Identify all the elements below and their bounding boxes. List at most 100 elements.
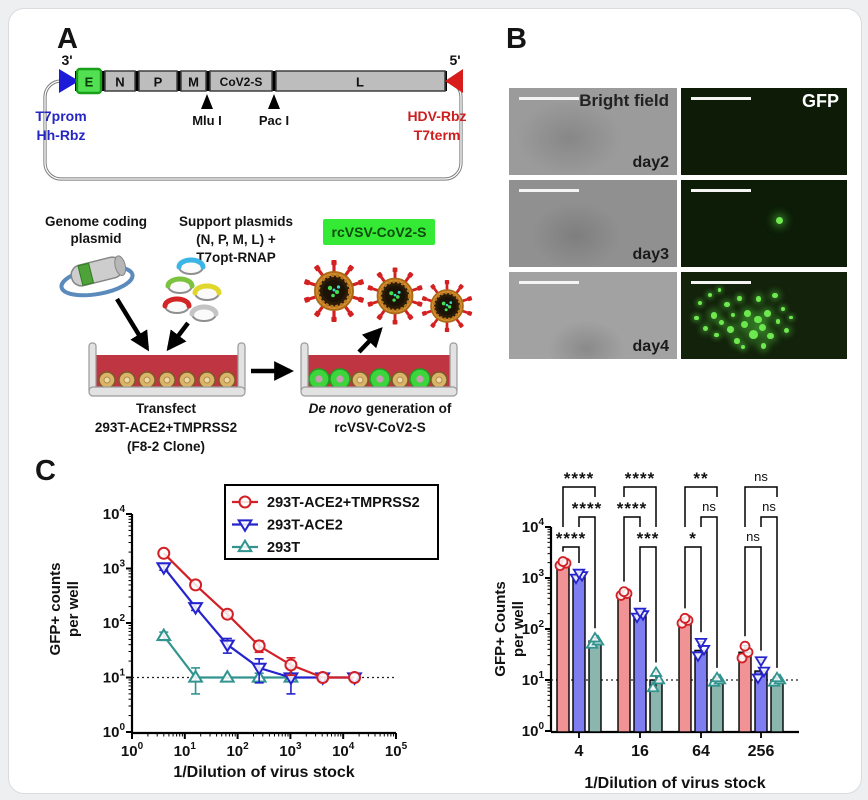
support-plasmids-label-1: Support plasmids	[179, 214, 293, 229]
brightfield-day3-image: day3	[509, 180, 677, 267]
support-plasmids-label-3: T7opt-RNAP	[196, 250, 276, 265]
svg-text:103: 103	[279, 741, 302, 760]
brightfield-day2-image: Bright field day2	[509, 88, 677, 175]
product-badge-label: rcVSV-CoV2-S	[332, 224, 427, 240]
svg-text:GFP+ Counts: GFP+ Counts	[492, 581, 509, 676]
svg-text:16: 16	[631, 743, 649, 760]
rescue-dish	[300, 342, 458, 397]
genome-construct: E N P M CoV2-S L 3' 5' Mlu I Pac I T7pro…	[35, 52, 466, 143]
three-prime-label: 3'	[61, 52, 72, 68]
product-badge	[323, 219, 435, 245]
svg-text:104: 104	[522, 517, 545, 536]
gene-box-p	[138, 70, 178, 92]
svg-text:104: 104	[332, 741, 355, 760]
svg-text:per well: per well	[65, 581, 82, 637]
gfp-cell-dot	[760, 343, 767, 349]
plasmid-backbone	[43, 79, 463, 181]
hhrbz-label: Hh-Rbz	[37, 127, 86, 143]
svg-text:105: 105	[385, 741, 408, 760]
mlu-site-label: Mlu I	[192, 113, 222, 128]
gfp-cell-dot	[694, 315, 699, 320]
scale-bar	[691, 281, 751, 284]
panel-a-label: A	[57, 23, 78, 55]
workflow-arrows	[115, 297, 383, 381]
bars	[554, 556, 787, 733]
scale-bar	[691, 189, 751, 192]
terminator-arrow-icon	[445, 69, 463, 93]
gene-label-l: L	[356, 75, 364, 90]
svg-text:****: ****	[625, 469, 655, 488]
svg-text:103: 103	[522, 568, 545, 587]
gene-box-l	[275, 70, 446, 92]
svg-text:***: ***	[637, 529, 660, 548]
svg-text:ns: ns	[754, 469, 768, 484]
transfect-label-3: (F8-2 Clone)	[127, 439, 205, 454]
workflow-labels: Genome coding plasmid Support plasmids (…	[45, 214, 452, 454]
t7prom-label: T7prom	[35, 108, 86, 124]
support-plasmids-icon	[162, 257, 222, 322]
svg-text:102: 102	[103, 613, 126, 632]
gfp-cell-dot	[697, 300, 702, 306]
svg-text:ns: ns	[702, 499, 716, 514]
svg-text:4: 4	[575, 743, 584, 760]
svg-text:****: ****	[572, 499, 602, 518]
gfp-cell-dot	[717, 287, 722, 292]
gfp-cell-dot	[788, 315, 793, 320]
gfp-day4-image	[681, 272, 847, 359]
gfp-cell-dot	[730, 312, 736, 318]
denovo-label-1: De novo generation of	[309, 401, 452, 416]
svg-text:ns: ns	[746, 529, 760, 544]
svg-text:**: **	[693, 469, 708, 488]
denovo-italic: De novo	[309, 401, 362, 416]
gfp-cell-dot	[724, 301, 730, 308]
brightfield-day4-image: day4	[509, 272, 677, 359]
day3-label: day3	[632, 246, 669, 263]
svg-text:1/Dilution of virus stock: 1/Dilution of virus stock	[584, 775, 765, 792]
gfp-day2-image: GFP	[681, 88, 847, 175]
gene-box-e	[75, 67, 103, 95]
gfp-cell-dot	[737, 296, 742, 301]
gfp-cell-dot	[734, 338, 740, 344]
mlu-site-marker-icon	[201, 94, 213, 109]
pac-site-marker-icon	[268, 94, 280, 109]
svg-text:****: ****	[564, 469, 594, 488]
denovo-label-2: rcVSV-CoV2-S	[334, 420, 426, 435]
gene-label-e: E	[85, 75, 94, 90]
gfp-cell-dot	[727, 325, 735, 333]
gfp-cell-dot	[755, 296, 762, 302]
svg-text:102: 102	[226, 741, 249, 760]
legend: 293T-ACE2+TMPRSS2 293T-ACE2 293T	[224, 484, 439, 560]
gfp-cell-dot	[707, 292, 712, 298]
svg-text:101: 101	[103, 668, 126, 687]
svg-text:100: 100	[522, 721, 545, 740]
svg-text:GFP+ counts: GFP+ counts	[47, 563, 64, 656]
gfp-day3-image	[681, 180, 847, 267]
day4-label: day4	[632, 338, 669, 355]
transfection-dish	[88, 342, 246, 397]
svg-text:100: 100	[121, 741, 144, 760]
figure-card: A E	[8, 8, 862, 794]
gene-box-m	[180, 70, 207, 92]
gfp-cell-dot	[772, 292, 778, 299]
svg-text:****: ****	[617, 499, 647, 518]
five-prime-label: 5'	[449, 52, 460, 68]
gfp-cell-dot	[719, 319, 724, 325]
gfp-cell-dot	[740, 345, 746, 350]
gfp-cell-dot	[780, 306, 785, 312]
svg-text:104: 104	[103, 504, 126, 523]
gene-box-n	[104, 70, 136, 92]
svg-text:100: 100	[103, 722, 126, 741]
svg-text:****: ****	[556, 529, 586, 548]
gene-label-n: N	[115, 75, 124, 90]
t7term-label: T7term	[414, 127, 461, 143]
genome-plasmid-label-1: Genome coding	[45, 214, 147, 229]
panel-c-label: C	[35, 455, 56, 487]
genome-plasmid-label-2: plasmid	[70, 231, 121, 246]
denovo-rest: generation of	[366, 401, 452, 416]
gene-label-m: M	[188, 75, 199, 90]
gfp-cell-dot	[740, 320, 749, 329]
transfect-label-1: Transfect	[136, 401, 197, 416]
gfp-cell-dot	[764, 310, 771, 317]
